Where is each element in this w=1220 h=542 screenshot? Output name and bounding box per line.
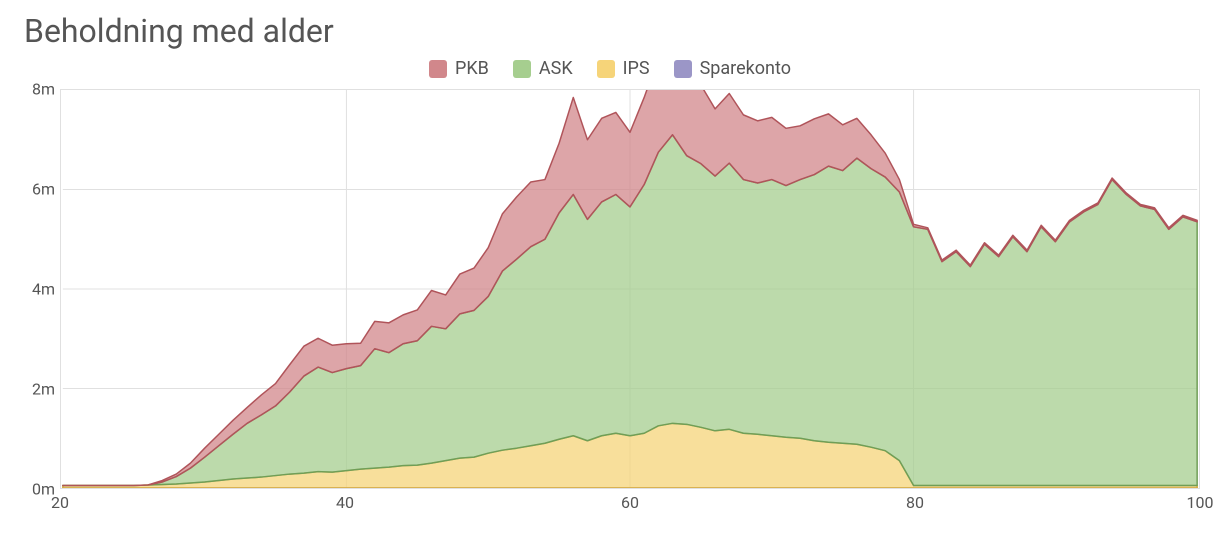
legend-label-ips: IPS: [623, 58, 650, 79]
legend-item-pkb[interactable]: PKB: [429, 58, 489, 79]
plot-area: 0m2m4m6m8m 20406080100: [60, 89, 1200, 489]
chart-container: Beholdning med alder PKB ASK IPS Spareko…: [0, 0, 1220, 542]
y-tick-label: 0m: [10, 480, 55, 499]
legend-item-sparekonto[interactable]: Sparekonto: [674, 58, 791, 79]
legend-item-ask[interactable]: ASK: [513, 58, 573, 79]
legend-label-sparekonto: Sparekonto: [700, 58, 791, 79]
chart-title: Beholdning med alder: [24, 12, 1220, 50]
y-tick-label: 4m: [10, 280, 55, 299]
legend-swatch-ask: [513, 60, 531, 78]
x-tick-label: 60: [621, 493, 639, 512]
y-axis: 0m2m4m6m8m: [10, 89, 55, 489]
x-tick-label: 100: [1187, 493, 1214, 512]
y-tick-label: 2m: [10, 380, 55, 399]
legend-swatch-ips: [597, 60, 615, 78]
y-tick-label: 6m: [10, 180, 55, 199]
legend-swatch-sparekonto: [674, 60, 692, 78]
y-tick-label: 8m: [10, 80, 55, 99]
x-tick-label: 80: [906, 493, 924, 512]
legend-label-ask: ASK: [539, 58, 573, 79]
legend-swatch-pkb: [429, 60, 447, 78]
x-tick-label: 20: [51, 493, 69, 512]
chart-svg[interactable]: [60, 89, 1200, 489]
legend-label-pkb: PKB: [455, 58, 489, 79]
chart-legend: PKB ASK IPS Sparekonto: [0, 58, 1220, 79]
x-tick-label: 40: [336, 493, 354, 512]
x-axis: 20406080100: [60, 493, 1200, 515]
legend-item-ips[interactable]: IPS: [597, 58, 650, 79]
